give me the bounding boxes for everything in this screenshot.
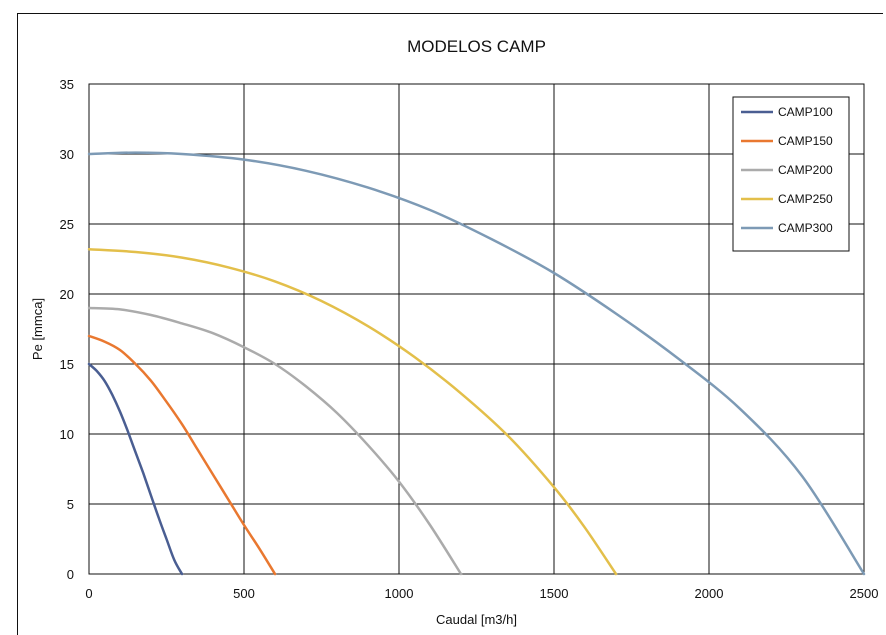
x-tick-label-3: 1500 <box>540 586 569 601</box>
chart-title: MODELOS CAMP <box>407 37 546 56</box>
y-tick-label-7: 35 <box>60 77 74 92</box>
series-lines <box>87 151 866 576</box>
legend-label-camp250: CAMP250 <box>778 192 833 206</box>
legend-label-camp100: CAMP100 <box>778 105 833 119</box>
series-line-camp200 <box>87 306 463 576</box>
plot-area-border <box>88 83 865 575</box>
y-tick-label-6: 30 <box>60 147 74 162</box>
series-line-camp300 <box>87 151 866 576</box>
x-tick-label-0: 0 <box>85 586 92 601</box>
chart-frame <box>17 13 883 635</box>
x-axis-label: Caudal [m3/h] <box>436 612 517 627</box>
series-line-camp150 <box>87 334 277 576</box>
legend: CAMP100 CAMP150 CAMP200 CAMP250 CAMP300 <box>732 96 850 252</box>
y-tick-label-5: 25 <box>60 217 74 232</box>
x-tick-label-5: 2500 <box>850 586 879 601</box>
legend-label-camp200: CAMP200 <box>778 163 833 177</box>
series-line-camp100 <box>87 362 184 576</box>
y-tick-label-1: 5 <box>67 497 74 512</box>
x-tick-label-4: 2000 <box>695 586 724 601</box>
y-tick-label-0: 0 <box>67 567 74 582</box>
series-line-camp250 <box>87 247 618 576</box>
tick-labels: 0 500 1000 1500 2000 2500 0 5 10 15 20 25 30 35 <box>60 77 879 601</box>
legend-label-camp150: CAMP150 <box>778 134 833 148</box>
y-tick-label-4: 20 <box>60 287 74 302</box>
y-axis-label: Pe [mmca] <box>30 298 45 360</box>
legend-box <box>732 96 850 252</box>
x-tick-label-1: 500 <box>233 586 255 601</box>
legend-label-camp300: CAMP300 <box>778 221 833 235</box>
x-tick-label-2: 1000 <box>385 586 414 601</box>
y-tick-label-2: 10 <box>60 427 74 442</box>
y-tick-label-3: 15 <box>60 357 74 372</box>
